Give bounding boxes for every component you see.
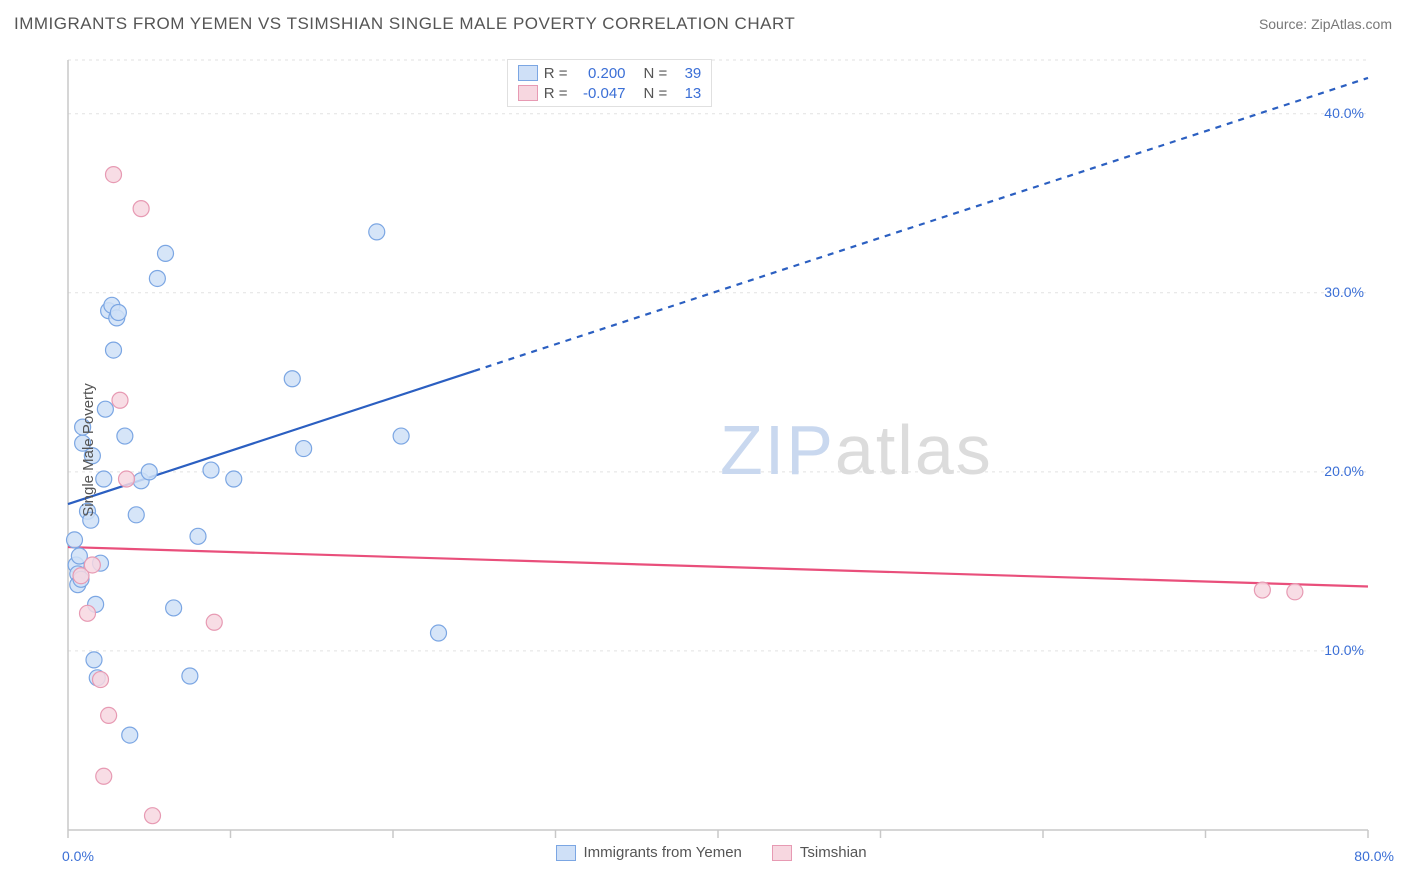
tick-label: 80.0%: [1354, 848, 1394, 864]
legend-row: R = -0.047 N = 13: [518, 83, 702, 103]
legend-R-label: R =: [544, 65, 568, 82]
correlation-legend: R = 0.200 N = 39 R = -0.047 N = 13: [507, 59, 713, 107]
legend-R-value: 0.200: [574, 65, 626, 82]
legend-row: R = 0.200 N = 39: [518, 63, 702, 83]
tick-label: 20.0%: [1324, 463, 1364, 479]
chart-title: IMMIGRANTS FROM YEMEN VS TSIMSHIAN SINGL…: [14, 14, 795, 34]
legend-R-label: R =: [544, 85, 568, 102]
scatter-plot: [50, 50, 1390, 850]
legend-R-value: -0.047: [574, 85, 626, 102]
chart-header: IMMIGRANTS FROM YEMEN VS TSIMSHIAN SINGL…: [14, 14, 1392, 34]
chart-area: Single Male Poverty ZIPatlas R =0.200N =…: [50, 50, 1390, 850]
legend-swatch: [772, 845, 792, 861]
legend-swatch: [556, 845, 576, 861]
series-name: Immigrants from Yemen: [584, 844, 742, 861]
legend-swatch: [518, 65, 538, 81]
tick-label: 40.0%: [1324, 105, 1364, 121]
series-legend: Immigrants from Yemen Tsimshian: [556, 844, 867, 861]
series-legend-item: Tsimshian: [772, 844, 867, 861]
legend-N-value: 39: [673, 65, 701, 82]
tick-label: 30.0%: [1324, 284, 1364, 300]
tick-label: 0.0%: [62, 848, 94, 864]
legend-swatch: [518, 85, 538, 101]
legend-N-value: 13: [673, 85, 701, 102]
tick-label: 10.0%: [1324, 642, 1364, 658]
legend-N-label: N =: [644, 85, 668, 102]
legend-N-label: N =: [644, 65, 668, 82]
chart-source: Source: ZipAtlas.com: [1259, 16, 1392, 32]
series-name: Tsimshian: [800, 844, 867, 861]
y-axis-label: Single Male Poverty: [80, 383, 97, 516]
series-legend-item: Immigrants from Yemen: [556, 844, 742, 861]
